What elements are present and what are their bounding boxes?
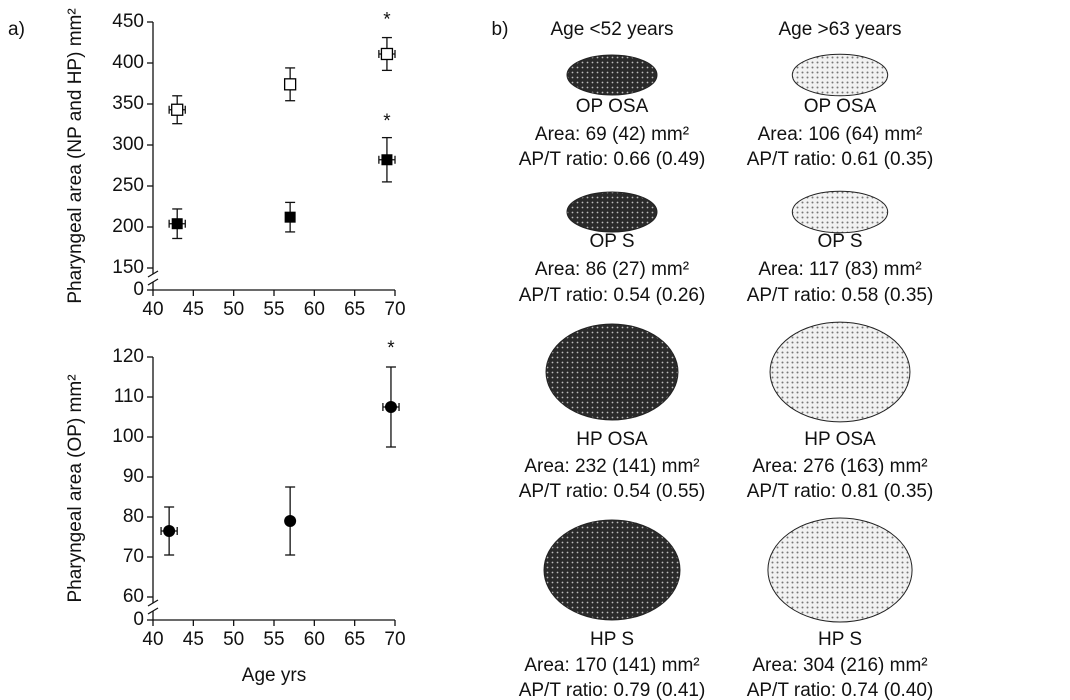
x-tick-label: 40 (142, 629, 163, 650)
item-area: Area: 276 (163) mm² (752, 456, 927, 477)
column-heading: Age <52 years (550, 19, 673, 40)
item-ratio: AP/T ratio: 0.58 (0.35) (747, 285, 934, 306)
x-tick-label: 40 (142, 299, 163, 320)
item-name: OP OSA (576, 96, 649, 117)
panel-label: a) (8, 19, 25, 40)
y-axis-label: Pharyngeal area (NP and HP) mm² (65, 8, 86, 303)
y-tick-label: 120 (112, 346, 144, 367)
marker (284, 211, 296, 223)
y-tick-label: 200 (112, 216, 144, 237)
axis-break (147, 599, 159, 607)
x-tick-label: 60 (304, 299, 325, 320)
y-axis-label: Pharyngeal area (OP) mm² (65, 374, 86, 602)
item-name: OP OSA (804, 96, 877, 117)
item-name: OP S (817, 231, 862, 252)
x-tick-label: 50 (223, 299, 244, 320)
marker (384, 401, 397, 413)
x-tick-label: 65 (344, 299, 365, 320)
y-tick-label: 150 (112, 257, 144, 278)
item-name: HP OSA (576, 429, 648, 450)
x-tick-label: 70 (384, 299, 405, 320)
y-tick-label: 60 (123, 586, 144, 607)
item-ratio: AP/T ratio: 0.61 (0.35) (747, 149, 934, 170)
item-area: Area: 232 (141) mm² (524, 456, 699, 477)
item-name: HP OSA (804, 429, 876, 450)
marker (284, 515, 297, 527)
axis-break (147, 607, 159, 615)
y-tick-label: 0 (133, 609, 144, 630)
item-ratio: AP/T ratio: 0.81 (0.35) (747, 481, 934, 502)
marker (283, 78, 297, 91)
cross-section (769, 321, 911, 423)
x-tick-label: 60 (304, 629, 325, 650)
item-ratio: AP/T ratio: 0.66 (0.49) (519, 149, 706, 170)
item-ratio: AP/T ratio: 0.54 (0.55) (519, 481, 706, 502)
x-tick-label: 45 (183, 299, 204, 320)
y-tick-label: 80 (123, 506, 144, 527)
x-tick-label: 65 (344, 629, 365, 650)
item-ratio: AP/T ratio: 0.74 (0.40) (747, 680, 934, 700)
y-tick-label: 100 (112, 426, 144, 447)
y-tick-label: 0 (133, 279, 144, 300)
item-name: HP S (818, 629, 862, 650)
y-tick-label: 250 (112, 175, 144, 196)
x-tick-label: 50 (223, 629, 244, 650)
cross-section (545, 323, 679, 421)
marker (171, 103, 184, 116)
cross-section (566, 191, 658, 233)
item-area: Area: 106 (64) mm² (758, 124, 923, 145)
x-tick-label: 70 (384, 629, 405, 650)
item-area: Area: 69 (42) mm² (535, 124, 689, 145)
item-ratio: AP/T ratio: 0.54 (0.26) (519, 285, 706, 306)
marker (171, 218, 183, 230)
y-tick-label: 70 (123, 546, 144, 567)
y-tick-label: 110 (114, 386, 144, 407)
axis-break (147, 270, 159, 278)
y-tick-label: 450 (112, 11, 144, 32)
marker (163, 525, 176, 537)
item-area: Area: 86 (27) mm² (535, 259, 689, 280)
cross-section (791, 190, 889, 234)
cross-section (767, 517, 913, 623)
y-tick-label: 350 (112, 93, 144, 114)
x-tick-label: 55 (263, 629, 284, 650)
cross-section (543, 519, 681, 621)
axis-break (147, 278, 159, 286)
item-area: Area: 170 (141) mm² (524, 655, 699, 676)
x-tick-label: 55 (263, 299, 284, 320)
marker (381, 154, 393, 166)
cross-section (566, 54, 658, 96)
item-area: Area: 304 (216) mm² (752, 655, 927, 676)
marker (380, 47, 394, 61)
cross-section (791, 53, 889, 97)
y-tick-label: 90 (123, 466, 144, 487)
item-name: OP S (589, 231, 634, 252)
annotation: * (383, 111, 391, 132)
annotation: * (387, 338, 395, 359)
item-name: HP S (590, 629, 634, 650)
column-heading: Age >63 years (778, 19, 901, 40)
item-area: Area: 117 (83) mm² (758, 259, 921, 280)
x-tick-label: 45 (183, 629, 204, 650)
annotation: * (383, 9, 391, 30)
y-tick-label: 300 (112, 134, 144, 155)
y-tick-label: 400 (112, 52, 144, 73)
x-axis-label: Age yrs (242, 665, 306, 686)
panel-label: b) (492, 19, 509, 40)
item-ratio: AP/T ratio: 0.79 (0.41) (519, 680, 706, 700)
